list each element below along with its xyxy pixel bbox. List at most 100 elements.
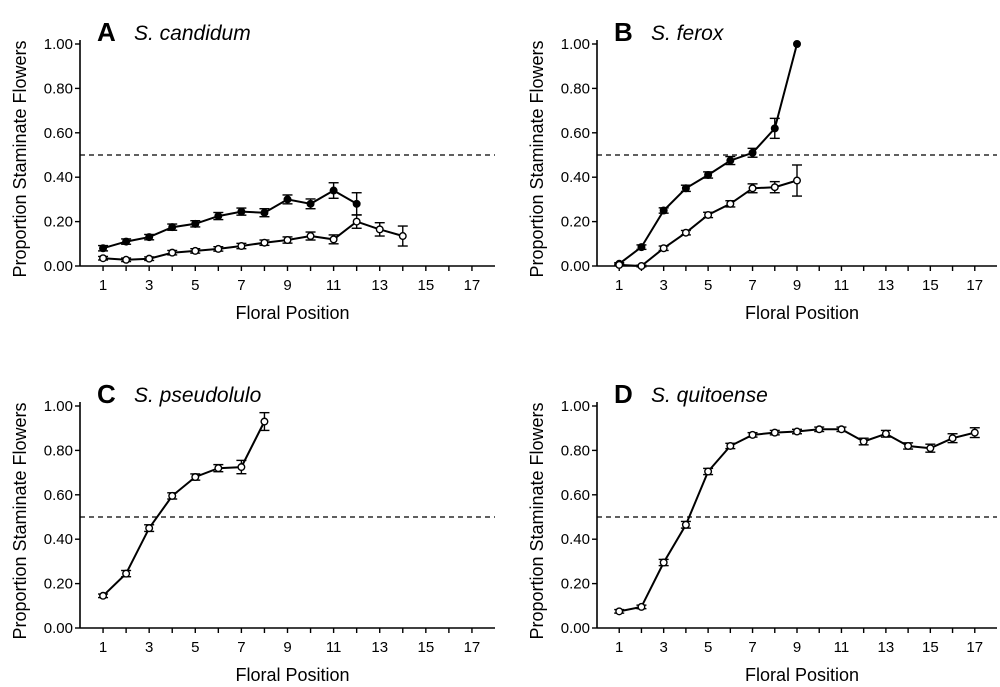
data-point <box>704 467 713 476</box>
data-point <box>948 434 957 443</box>
series-1 <box>98 411 270 600</box>
y-tick-label: 0.60 <box>561 125 590 142</box>
data-point <box>748 184 757 193</box>
x-tick-label: 7 <box>237 277 245 294</box>
x-tick-label: 13 <box>371 639 388 656</box>
data-point <box>859 437 868 446</box>
panel-letter: B <box>614 17 633 47</box>
data-point <box>237 207 246 216</box>
data-point <box>770 124 779 133</box>
data-point <box>191 473 200 482</box>
data-point <box>748 430 757 439</box>
y-tick-label: 1.00 <box>44 398 73 415</box>
data-point <box>881 429 890 438</box>
y-tick-label: 0.80 <box>561 80 590 97</box>
x-tick-label: 7 <box>748 639 756 656</box>
data-point <box>815 425 824 434</box>
data-point <box>122 237 131 246</box>
data-point <box>145 524 154 533</box>
data-point <box>260 417 269 426</box>
x-axis-title: Floral Position <box>745 303 859 323</box>
data-point <box>237 242 246 251</box>
y-tick-label: 0.40 <box>44 531 73 548</box>
y-tick-label: 0.00 <box>561 258 590 275</box>
y-tick-label: 0.00 <box>44 620 73 637</box>
panel-b: 0.000.200.400.600.801.001 3 5 7 9 11 13 15 17Flo… <box>527 17 997 323</box>
x-tick-label: 7 <box>237 639 245 656</box>
data-point <box>904 441 913 450</box>
data-point <box>970 428 979 437</box>
x-tick-label: 17 <box>464 277 481 294</box>
series-line <box>102 189 358 250</box>
series-line <box>102 421 266 597</box>
x-tick-label: 11 <box>326 277 342 294</box>
data-point <box>99 591 108 600</box>
data-point <box>681 228 690 237</box>
y-axis-title: Proportion Staminate Flowers <box>527 402 547 639</box>
data-point <box>637 243 646 252</box>
y-tick-label: 0.60 <box>44 487 73 504</box>
x-tick-label: 1 <box>99 277 107 294</box>
x-tick-label: 13 <box>878 639 895 656</box>
x-tick-label: 17 <box>966 277 983 294</box>
data-point <box>260 238 269 247</box>
x-tick-label: 13 <box>371 277 388 294</box>
panel-title: S. quitoense <box>651 384 768 407</box>
series-line <box>619 428 976 613</box>
data-point <box>329 186 338 195</box>
data-point <box>793 40 802 49</box>
data-point <box>306 199 315 208</box>
data-point <box>283 236 292 245</box>
data-point <box>283 195 292 204</box>
panel-title: S. pseudolulo <box>134 384 262 407</box>
data-point <box>637 262 646 271</box>
x-tick-label: 9 <box>283 277 291 294</box>
data-point <box>145 233 154 242</box>
y-axis-title: Proportion Staminate Flowers <box>10 402 30 639</box>
data-point <box>214 464 223 473</box>
x-tick-label: 15 <box>922 639 939 656</box>
x-tick-label: 1 <box>615 639 623 656</box>
y-tick-label: 0.00 <box>561 620 590 637</box>
data-point <box>329 235 338 244</box>
series-1 <box>614 425 980 616</box>
x-tick-label: 9 <box>793 277 801 294</box>
x-tick-label: 13 <box>878 277 895 294</box>
data-point <box>306 232 315 241</box>
y-tick-label: 0.40 <box>561 169 590 186</box>
data-point <box>99 244 108 253</box>
x-tick-label: 3 <box>659 277 667 294</box>
data-point <box>681 184 690 193</box>
x-axis-title: Floral Position <box>235 665 349 685</box>
data-point <box>615 260 624 269</box>
data-point <box>748 148 757 157</box>
y-tick-label: 0.80 <box>44 80 73 97</box>
data-point <box>704 170 713 179</box>
panel-title: S. candidum <box>134 22 251 45</box>
x-tick-label: 1 <box>615 277 623 294</box>
series-1 <box>614 40 802 268</box>
y-axis-title: Proportion Staminate Flowers <box>10 40 30 277</box>
data-point <box>926 444 935 453</box>
data-point <box>168 223 177 232</box>
y-tick-label: 0.40 <box>561 531 590 548</box>
data-point <box>726 441 735 450</box>
y-tick-label: 1.00 <box>561 398 590 415</box>
x-tick-label: 5 <box>191 639 199 656</box>
x-axis-title: Floral Position <box>745 665 859 685</box>
x-tick-label: 11 <box>834 639 850 656</box>
series-2 <box>614 164 802 271</box>
y-tick-label: 0.60 <box>561 487 590 504</box>
x-tick-label: 5 <box>191 277 199 294</box>
data-point <box>726 199 735 208</box>
series-line <box>618 43 798 265</box>
data-point <box>122 255 131 264</box>
data-point <box>375 225 384 234</box>
data-point <box>659 244 668 253</box>
data-point <box>793 176 802 185</box>
x-tick-label: 11 <box>326 639 342 656</box>
y-tick-label: 0.20 <box>44 214 73 231</box>
data-point <box>659 206 668 215</box>
y-axis-title: Proportion Staminate Flowers <box>527 40 547 277</box>
